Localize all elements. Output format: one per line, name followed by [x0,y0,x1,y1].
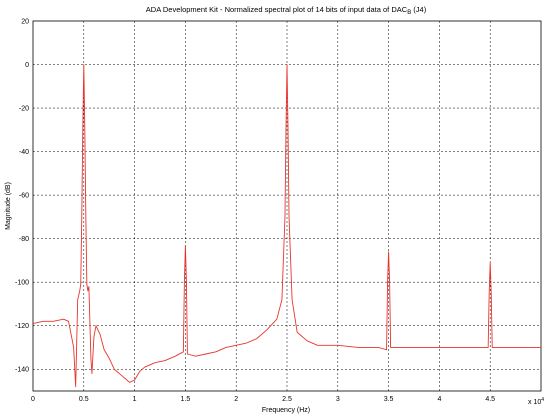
y-tick-label: -80 [19,236,29,243]
y-tick-label: -140 [15,367,29,374]
x-tick-label: 3.5 [384,396,394,403]
x-tick-label: 4.5 [485,396,495,403]
x-tick-label: 2 [234,396,238,403]
x-tick-label: 3 [336,396,340,403]
x-tick-label: 1.5 [181,396,191,403]
y-tick-label: 0 [25,62,29,69]
x-tick-label: 4 [437,396,441,403]
y-tick-label: -20 [19,106,29,113]
y-tick-label: -40 [19,149,29,156]
x-tick-label: 2.5 [282,396,292,403]
chart-title: ADA Development Kit - Normalized spectra… [146,5,427,16]
y-axis-label: Magnitude (dB) [5,182,12,230]
y-tick-label: 20 [21,19,29,26]
y-tick-label: -120 [15,323,29,330]
y-tick-label: -100 [15,280,29,287]
x-tick-label: 1 [133,396,137,403]
x-axis-label: Frequency (Hz) [262,407,310,414]
x-tick-label: 0 [31,396,35,403]
x-tick-label: 0.5 [79,396,89,403]
spectrum-line [32,64,541,388]
x-exponent-label: x 104 [528,397,544,406]
axis-ticks: 0 0.5 1 1.5 2 2.5 3 3.5 4 4.5 20 0 -20 -40 -60 -80 -100 -… [15,19,495,404]
y-tick-label: -60 [19,193,29,200]
